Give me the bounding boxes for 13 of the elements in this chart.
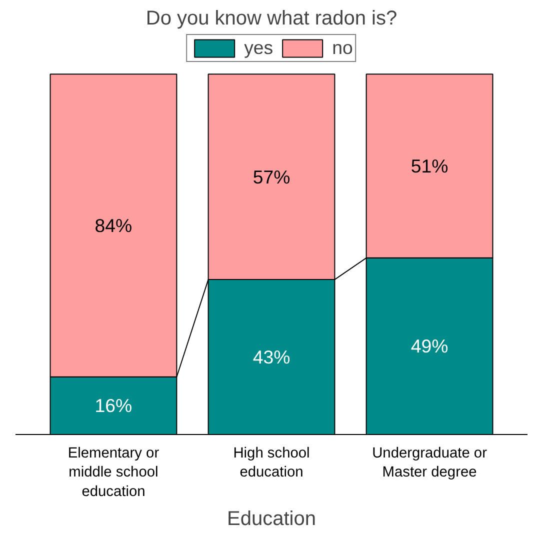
data-label: 57% (252, 166, 290, 188)
data-label: 49% (410, 336, 448, 357)
legend-label: yes (244, 37, 274, 59)
data-label: 16% (94, 395, 132, 416)
chart-title: Do you know what radon is? (146, 8, 398, 30)
x-axis-title: Education (227, 508, 316, 530)
x-tick-label: Undergraduate or Master degree (372, 446, 488, 481)
x-tick-label: Elementary or middle school education (68, 446, 160, 500)
data-label: 43% (252, 346, 290, 368)
data-label: 51% (410, 156, 448, 177)
data-label: 84% (94, 214, 132, 236)
x-tick-label: High school education (233, 446, 310, 481)
legend-label: no (332, 37, 353, 59)
